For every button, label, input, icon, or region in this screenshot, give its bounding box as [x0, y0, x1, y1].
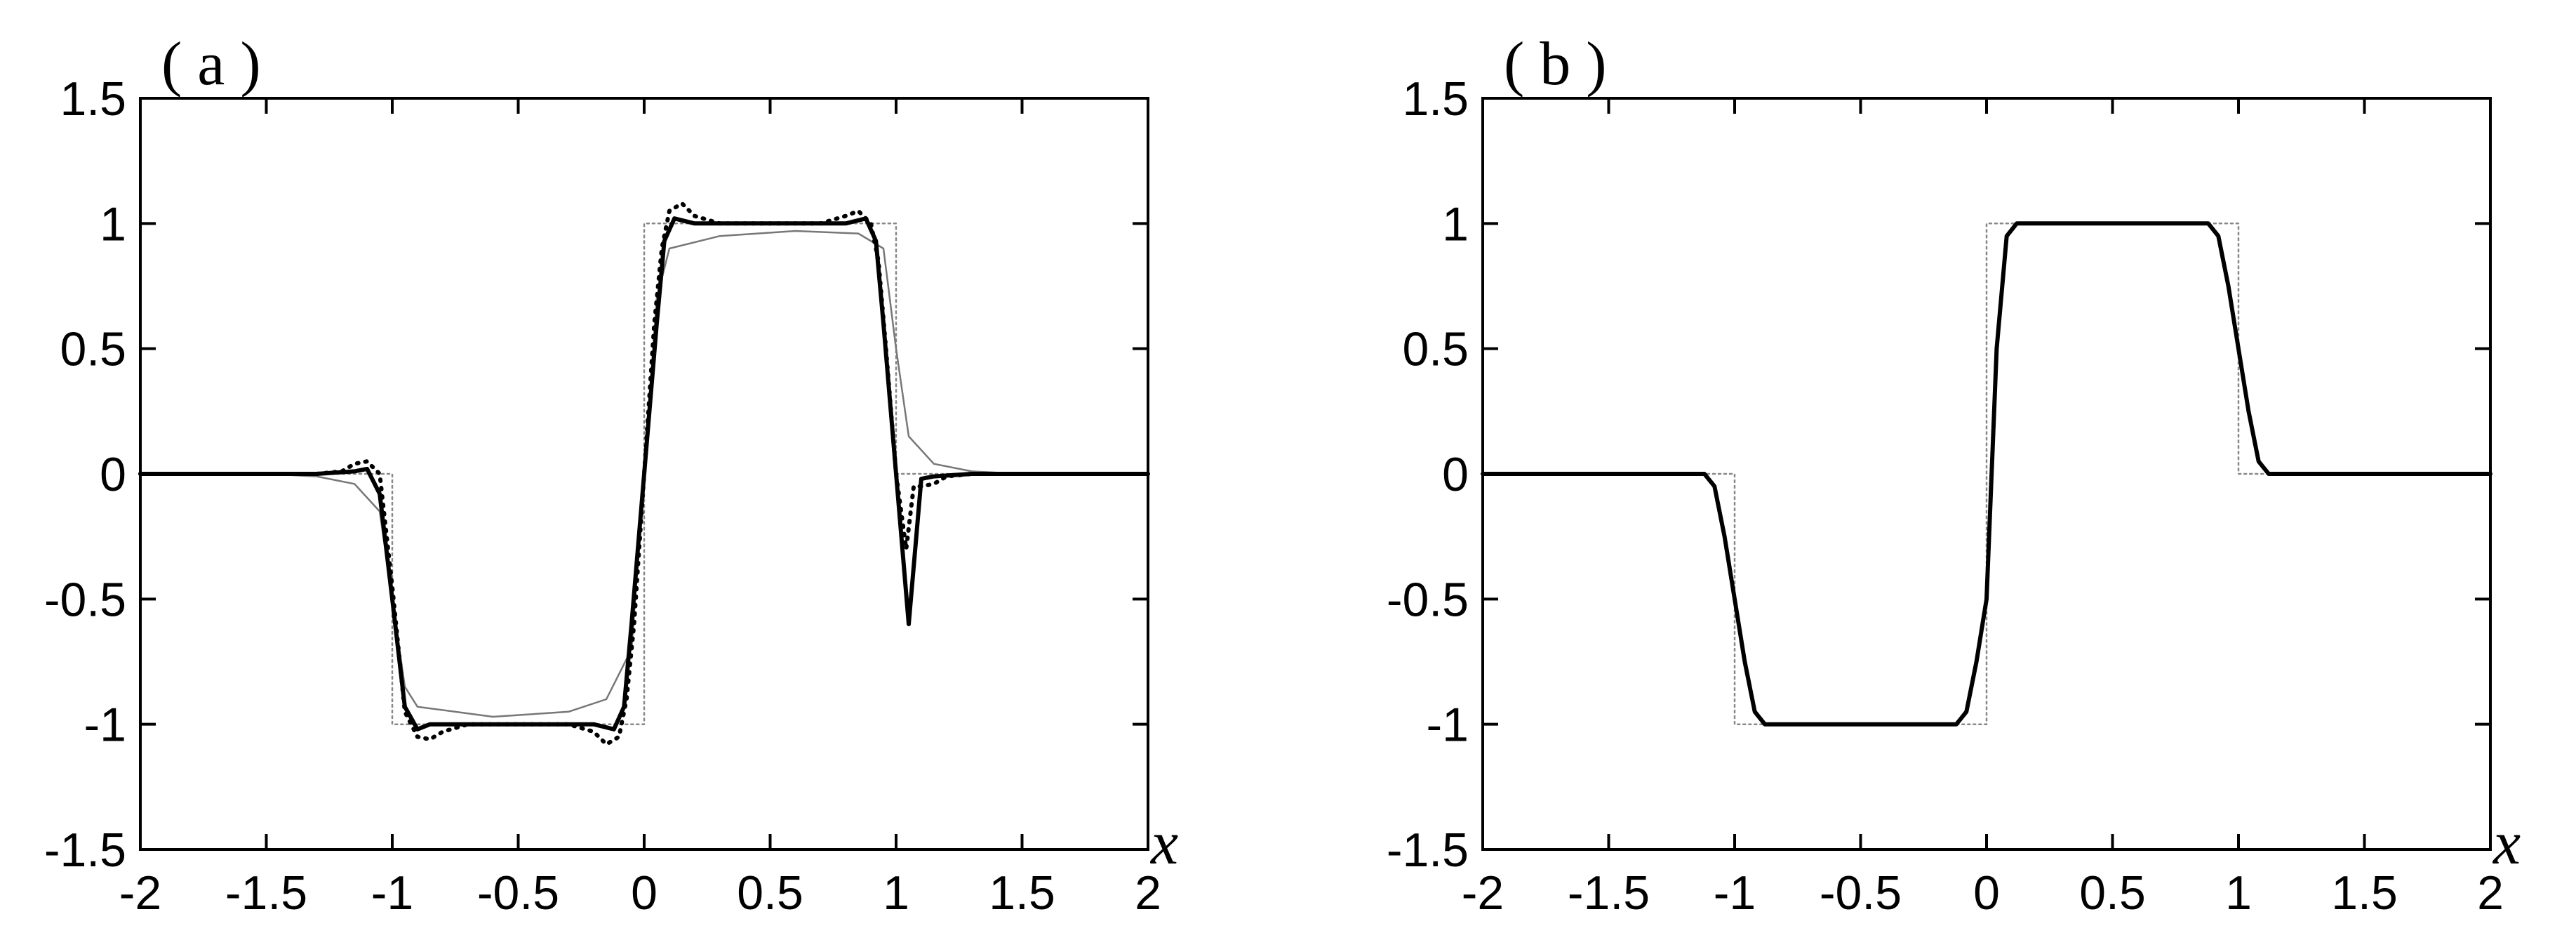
x-axis-label: x: [1149, 809, 1178, 878]
x-tick-label: -1.5: [225, 866, 307, 920]
y-tick-label: -1.5: [1387, 823, 1469, 877]
y-tick-label: -0.5: [1387, 573, 1469, 626]
x-tick-label: -2: [119, 866, 161, 920]
x-tick-label: 2: [1135, 866, 1161, 920]
panel-label: ( b ): [1504, 30, 1607, 98]
x-axis-label: x: [2492, 809, 2521, 878]
y-tick-label: 0: [100, 448, 126, 501]
y-tick-label: 0.5: [60, 323, 126, 376]
x-tick-label: 0: [1973, 866, 2000, 920]
x-tick-label: -0.5: [477, 866, 559, 920]
series-line-dotted-thick-black: [138, 201, 1150, 747]
panel-label: ( a ): [161, 30, 261, 98]
y-tick-label: 1.5: [60, 72, 126, 126]
x-tick-label: 0: [631, 866, 658, 920]
x-tick-label: 2: [2477, 866, 2504, 920]
x-tick-label: 1: [883, 866, 909, 920]
x-tick-label: 0.5: [2079, 866, 2146, 920]
y-tick-label: 0: [1442, 448, 1469, 501]
y-tick-label: 1.5: [1402, 72, 1469, 126]
x-tick-label: 1.5: [2331, 866, 2398, 920]
series-line-solid-thick-black: [1481, 221, 2492, 727]
y-tick-label: -1: [1427, 699, 1469, 752]
panel-a: ( a ) x -2 -1.5 -1 -0.5 0 0.5 1 1.5 21.510.50-0.…: [44, 30, 1178, 920]
y-tick-label: 1: [100, 197, 126, 251]
x-tick-label: 1.5: [989, 866, 1055, 920]
y-tick-label: -1.5: [44, 823, 126, 877]
y-tick-label: 1: [1442, 197, 1469, 251]
y-tick-label: -1: [84, 699, 126, 752]
panel-b: ( b ) x -2 -1.5 -1 -0.5 0 0.5 1 1.5 21.510.50-0.…: [1387, 30, 2521, 920]
x-tick-label: -1: [1714, 866, 1756, 920]
x-tick-label: -2: [1462, 866, 1504, 920]
y-tick-label: -0.5: [44, 573, 126, 626]
x-tick-label: -1: [371, 866, 413, 920]
x-tick-label: 1: [2225, 866, 2252, 920]
series-line-dotted-thin-gray: [1481, 223, 2492, 725]
x-tick-label: -0.5: [1820, 866, 1902, 920]
x-tick-label: -1.5: [1568, 866, 1650, 920]
x-tick-label: 0.5: [737, 866, 803, 920]
y-tick-label: 0.5: [1402, 323, 1469, 376]
